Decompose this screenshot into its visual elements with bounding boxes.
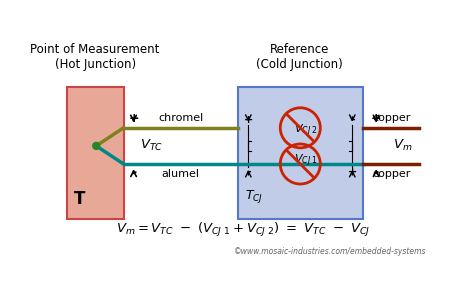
Text: ©www.mosaic-industries.com/embedded-systems: ©www.mosaic-industries.com/embedded-syst… <box>234 248 426 256</box>
Bar <box>66 87 124 219</box>
Circle shape <box>93 142 100 149</box>
Text: copper: copper <box>373 169 411 178</box>
Text: +: + <box>347 167 357 177</box>
Text: copper: copper <box>373 113 411 123</box>
Text: T: T <box>74 190 86 208</box>
Text: $V_m = V_{TC}\ -\ (V_{CJ\ 1} + V_{CJ\ 2})\ =\ V_{TC}\ -\ V_{CJ}$: $V_m = V_{TC}\ -\ (V_{CJ\ 1} + V_{CJ\ 2}… <box>116 221 370 239</box>
Text: Point of Measurement
(Hot Junction): Point of Measurement (Hot Junction) <box>30 43 160 71</box>
Text: -: - <box>246 167 251 177</box>
Text: +: + <box>244 115 253 125</box>
Bar <box>237 87 363 219</box>
Text: $V_m$: $V_m$ <box>393 138 413 153</box>
Text: -: - <box>374 166 379 179</box>
Text: $V_{CJ\ 1}$: $V_{CJ\ 1}$ <box>294 153 319 169</box>
Text: -: - <box>350 115 355 125</box>
Text: chromel: chromel <box>158 113 203 123</box>
Text: alumel: alumel <box>162 169 200 178</box>
Text: $V_{TC}$: $V_{TC}$ <box>140 138 163 153</box>
Text: +: + <box>371 112 382 125</box>
Text: -: - <box>131 166 136 179</box>
Text: Reference
(Cold Junction): Reference (Cold Junction) <box>256 43 343 71</box>
Text: +: + <box>128 112 139 125</box>
Text: $V_{CJ\ 2}$: $V_{CJ\ 2}$ <box>294 123 319 139</box>
Text: $T_{CJ}$: $T_{CJ}$ <box>245 188 264 205</box>
